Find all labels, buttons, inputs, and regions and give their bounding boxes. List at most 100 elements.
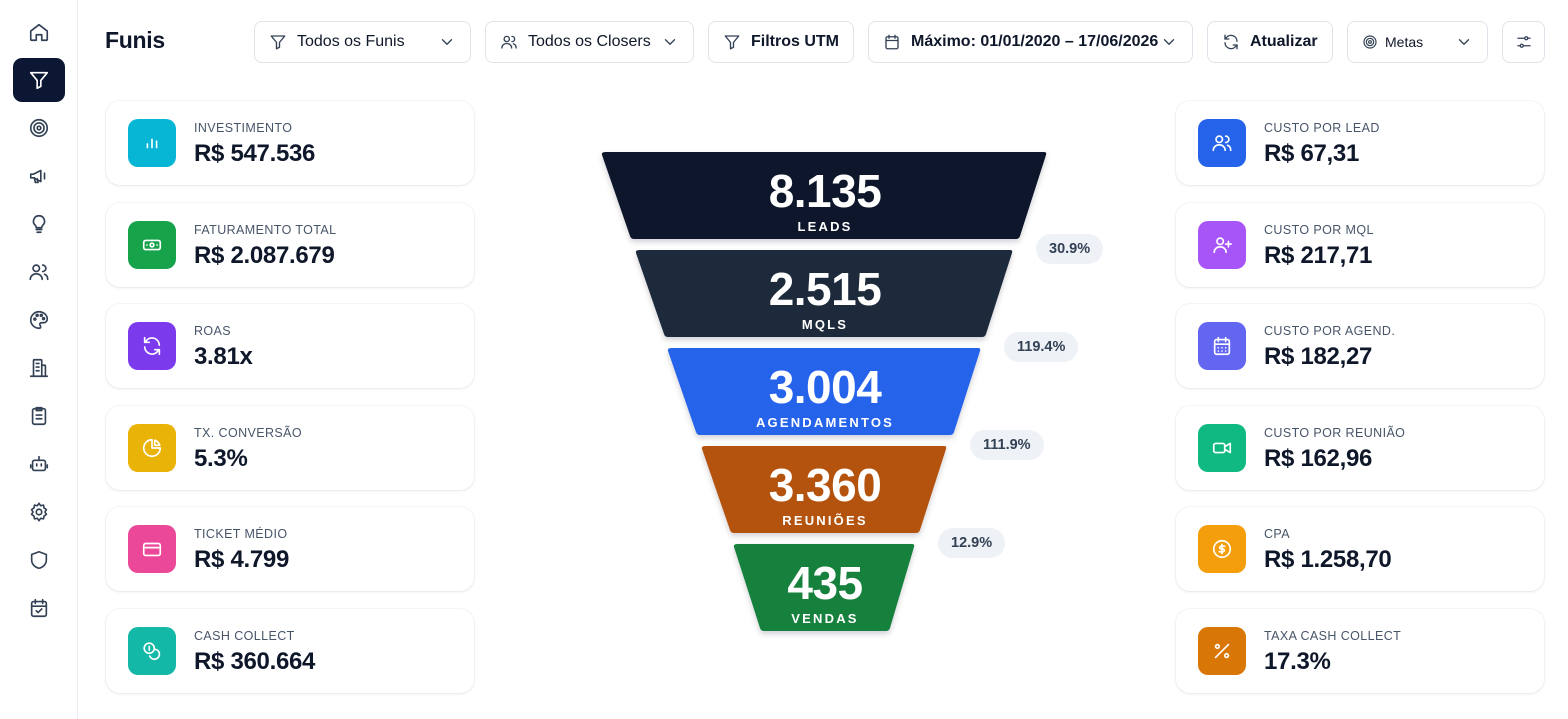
- kpi-value: R$ 547.536: [194, 140, 316, 167]
- kpi-card-investimento[interactable]: INVESTIMENTO R$ 547.536: [106, 101, 474, 185]
- kpi-value: R$ 2.087.679: [194, 242, 335, 269]
- lightbulb-icon: [32, 214, 46, 234]
- funnel-stage-label-reunioes: REUNIÕES: [782, 513, 868, 528]
- sidebar-item-home[interactable]: [13, 10, 65, 54]
- kpi-icon-badge: [128, 424, 176, 472]
- funnel-stage-label-vendas: VENDAS: [791, 611, 859, 626]
- coins-icon: [143, 642, 161, 661]
- kpi-label: TX. CONVERSÃO: [194, 426, 302, 440]
- kpi-value: 17.3%: [1264, 648, 1331, 675]
- kpi-icon-badge: [1198, 424, 1246, 472]
- funnel-stage-value-agendamentos: 3.004: [768, 361, 882, 413]
- clipboard-icon: [31, 406, 47, 426]
- date-range-select[interactable]: Máximo: 01/01/2020 – 17/06/2026: [868, 21, 1193, 63]
- goals-select-label: Metas: [1385, 34, 1424, 50]
- kpi-value: 3.81x: [194, 343, 253, 370]
- sidebar-item-goals[interactable]: [13, 106, 65, 150]
- target-icon: [29, 118, 49, 138]
- kpi-icon-badge: [128, 627, 176, 675]
- goals-select[interactable]: Metas: [1347, 21, 1488, 63]
- kpi-icon-badge: [128, 525, 176, 573]
- calendar-icon: [1213, 336, 1231, 356]
- kpi-value: R$ 4.799: [194, 546, 290, 573]
- kpi-card-custo-por-agend[interactable]: CUSTO POR AGEND. R$ 182,27: [1176, 304, 1544, 388]
- chevron-down-icon: [664, 39, 676, 45]
- sidebar-item-campaigns[interactable]: [13, 154, 65, 198]
- funnel-stage-shape-leads: [601, 152, 1047, 239]
- conversion-rate-badge: 30.9%: [1036, 234, 1104, 264]
- megaphone-icon: [29, 169, 46, 184]
- sidebar-item-ideas[interactable]: [13, 202, 65, 246]
- funnels-select-label: Todos os Funis: [297, 33, 405, 50]
- kpi-icon-badge: [128, 322, 176, 370]
- kpi-label: ROAS: [194, 324, 232, 338]
- sidebar-item-companies[interactable]: [13, 346, 65, 390]
- percent-icon: [1214, 643, 1230, 659]
- utm-filters-button[interactable]: Filtros UTM: [708, 21, 854, 63]
- funnels-select[interactable]: Todos os Funis: [254, 21, 471, 63]
- kpi-card-cpa[interactable]: CPA R$ 1.258,70: [1176, 507, 1544, 591]
- kpi-card-faturamento-total[interactable]: FATURAMENTO TOTAL R$ 2.087.679: [106, 203, 474, 287]
- kpi-card-cash-collect[interactable]: CASH COLLECT R$ 360.664: [106, 609, 474, 693]
- video-icon: [1212, 442, 1232, 454]
- kpi-value: R$ 182,27: [1264, 343, 1373, 370]
- kpi-label: INVESTIMENTO: [194, 121, 293, 135]
- chevron-down-icon: [441, 39, 453, 45]
- kpi-card-custo-por-mql[interactable]: CUSTO POR MQL R$ 217,71: [1176, 203, 1544, 287]
- funnel-stage-shape-reunioes: [701, 446, 947, 533]
- funnel-stage-label-mqls: MQLS: [801, 317, 849, 332]
- kpi-value: R$ 67,31: [1264, 140, 1360, 167]
- kpi-icon-badge: [1198, 627, 1246, 675]
- sidebar-item-security[interactable]: [13, 538, 65, 582]
- sidebar-item-schedule[interactable]: [13, 586, 65, 630]
- kpi-icon-badge: [1198, 119, 1246, 167]
- kpi-label: TAXA CASH COLLECT: [1264, 629, 1402, 643]
- sidebar-item-funnels[interactable]: [13, 58, 65, 102]
- kpi-card-taxa-cash-collect[interactable]: TAXA CASH COLLECT 17.3%: [1176, 609, 1544, 693]
- conversion-rate-badge: 119.4%: [1004, 332, 1079, 362]
- sidebar-item-team[interactable]: [13, 250, 65, 294]
- calendar-check-icon: [30, 598, 48, 618]
- kpi-value: 5.3%: [194, 445, 248, 472]
- refresh-icon: [1224, 34, 1238, 50]
- kpi-card-tx-conversao[interactable]: TX. CONVERSÃO 5.3%: [106, 406, 474, 490]
- shield-icon: [30, 550, 48, 570]
- home-icon: [29, 23, 49, 42]
- funnel-stage-shape-agendamentos: [667, 348, 981, 435]
- kpi-label: CUSTO POR AGEND.: [1264, 324, 1396, 338]
- kpi-card-roas[interactable]: ROAS 3.81x: [106, 304, 474, 388]
- calendar-icon: [885, 34, 899, 50]
- sidebar-item-reports[interactable]: [13, 394, 65, 438]
- building-icon: [29, 358, 49, 378]
- conversion-rate-badge: 12.9%: [938, 528, 1006, 558]
- kpi-card-custo-por-reuniao[interactable]: CUSTO POR REUNIÃO R$ 162,96: [1176, 406, 1544, 490]
- dollar-circle-icon: [1212, 539, 1232, 559]
- page-title: Funis: [105, 27, 165, 53]
- closers-select[interactable]: Todos os Closers: [485, 21, 694, 63]
- funnel-shapes: [601, 152, 1047, 631]
- kpi-label: FATURAMENTO TOTAL: [194, 223, 337, 237]
- chevron-down-icon: [1458, 39, 1470, 45]
- pie-chart-icon: [142, 438, 162, 458]
- funnel-icon: [29, 71, 49, 90]
- funnel-stage-value-reunioes: 3.360: [768, 459, 882, 511]
- kpi-card-ticket-medio[interactable]: TICKET MÉDIO R$ 4.799: [106, 507, 474, 591]
- refresh-label: Atualizar: [1250, 33, 1318, 50]
- sidebar-item-automation[interactable]: [13, 442, 65, 486]
- chevron-down-icon: [1163, 39, 1175, 45]
- robot-icon: [29, 455, 49, 472]
- users-icon: [501, 35, 517, 49]
- kpi-icon-badge: [128, 221, 176, 269]
- utm-filters-label: Filtros UTM: [751, 33, 839, 50]
- funnel-stage-shape-vendas: [733, 544, 915, 631]
- settings-sliders-button[interactable]: [1502, 21, 1545, 63]
- kpi-label: TICKET MÉDIO: [194, 527, 288, 541]
- banknote-icon: [142, 239, 162, 251]
- palette-icon: [30, 310, 49, 330]
- sidebar-item-creative[interactable]: [13, 298, 65, 342]
- kpi-card-custo-por-lead[interactable]: CUSTO POR LEAD R$ 67,31: [1176, 101, 1544, 185]
- kpi-value: R$ 162,96: [1264, 445, 1373, 472]
- sidebar-item-settings[interactable]: [13, 490, 65, 534]
- refresh-button[interactable]: Atualizar: [1207, 21, 1333, 63]
